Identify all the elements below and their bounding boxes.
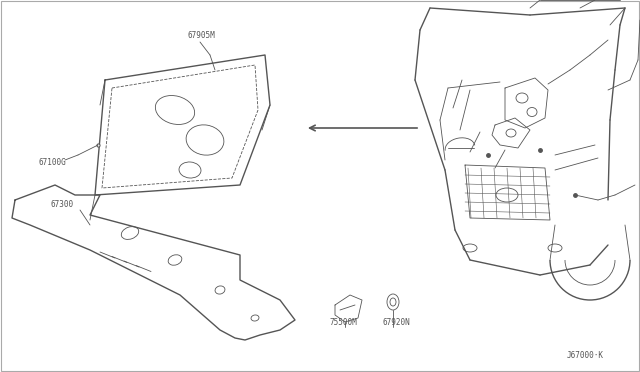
Text: 67920N: 67920N	[383, 318, 411, 327]
Text: 75500M: 75500M	[330, 318, 358, 327]
Text: 67905M: 67905M	[188, 31, 216, 40]
Text: 67300: 67300	[50, 200, 73, 209]
Text: J67000·K: J67000·K	[567, 351, 604, 360]
Text: 67100G: 67100G	[38, 158, 66, 167]
